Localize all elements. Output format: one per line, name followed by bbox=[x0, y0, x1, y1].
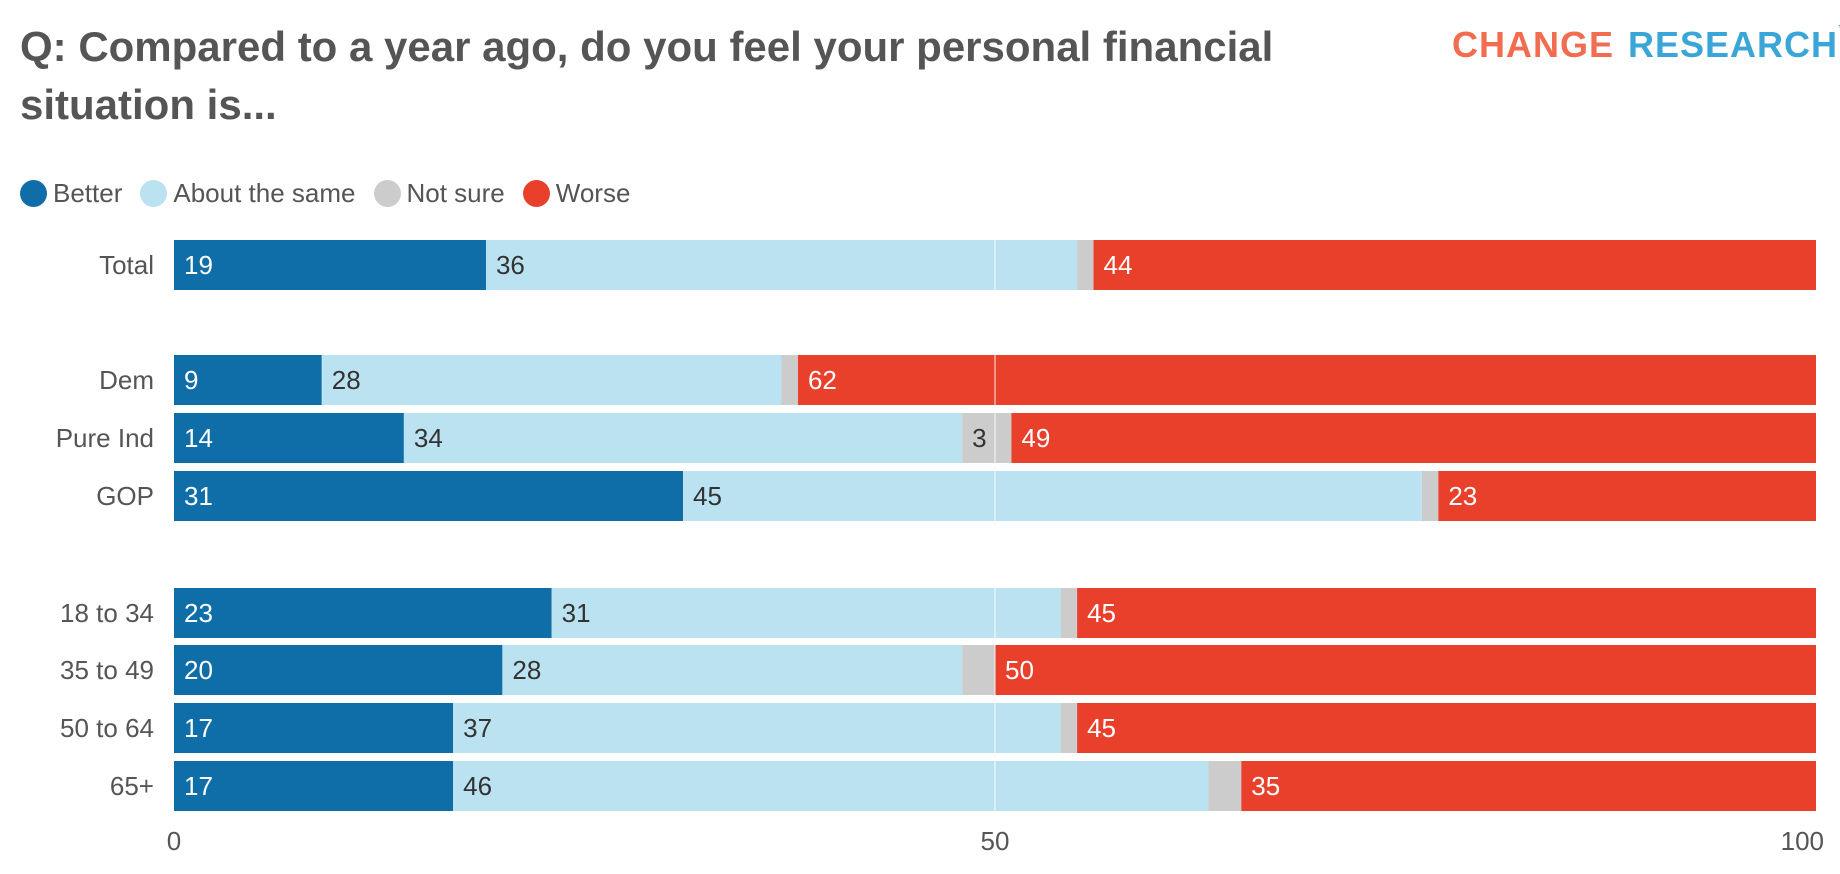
data-label: 19 bbox=[184, 250, 213, 280]
data-label: 37 bbox=[463, 713, 492, 743]
legend-item: Not sure bbox=[373, 178, 505, 209]
data-label: 31 bbox=[562, 598, 591, 628]
legend-item: About the same bbox=[140, 178, 356, 209]
data-label: 49 bbox=[1021, 423, 1050, 453]
data-label: 62 bbox=[808, 365, 837, 395]
bar-segment-not-sure bbox=[1208, 761, 1242, 811]
category-label: GOP bbox=[96, 481, 154, 511]
data-label: 14 bbox=[184, 423, 213, 453]
data-label: 28 bbox=[512, 655, 541, 685]
data-label: 44 bbox=[1104, 250, 1133, 280]
bar-segment-about-the-same bbox=[453, 761, 1209, 811]
x-tick-label: 50 bbox=[981, 826, 1010, 856]
change-research-logo: CHANGERESEARCH™ bbox=[1452, 24, 1840, 65]
bar-segment-worse bbox=[1077, 588, 1816, 638]
legend: Better About the same Not sure Worse bbox=[20, 178, 630, 209]
legend-swatch bbox=[373, 180, 401, 207]
data-label: 28 bbox=[332, 365, 361, 395]
category-label: 35 to 49 bbox=[60, 655, 154, 685]
data-label: 45 bbox=[1087, 713, 1116, 743]
bar-segment-not-sure bbox=[1060, 588, 1078, 638]
x-tick-label: 100 bbox=[1781, 826, 1824, 856]
bar-segment-about-the-same bbox=[502, 645, 963, 695]
bar-segment-worse bbox=[797, 355, 1816, 405]
bar-segment-better bbox=[174, 355, 322, 405]
bar-segment-worse bbox=[1438, 471, 1816, 521]
data-label: 45 bbox=[1087, 598, 1116, 628]
bar-segment-not-sure bbox=[781, 355, 798, 405]
bar-segment-not-sure bbox=[962, 413, 1012, 463]
data-label: 50 bbox=[1005, 655, 1034, 685]
category-label: Dem bbox=[99, 365, 154, 395]
data-label: 31 bbox=[184, 481, 213, 511]
bar-segment-worse bbox=[1241, 761, 1816, 811]
legend-swatch bbox=[522, 180, 550, 207]
category-label: 50 to 64 bbox=[60, 713, 154, 743]
legend-label: Worse bbox=[555, 178, 631, 208]
chart-title: Q: Compared to a year ago, do you feel y… bbox=[20, 23, 1274, 128]
bar-segment-about-the-same bbox=[485, 240, 1078, 290]
legend-label: Not sure bbox=[406, 178, 505, 208]
data-label: 3 bbox=[972, 423, 986, 453]
bar-segment-worse bbox=[1077, 703, 1816, 753]
bar-segment-not-sure bbox=[1060, 703, 1078, 753]
bar-segment-better bbox=[174, 703, 454, 753]
bar-segment-better bbox=[174, 240, 486, 290]
data-label: 36 bbox=[496, 250, 525, 280]
category-label: Pure Ind bbox=[56, 423, 154, 453]
category-label: Total bbox=[99, 250, 154, 280]
bar-segment-better bbox=[174, 471, 684, 521]
bar-segment-worse bbox=[1093, 240, 1816, 290]
data-label: 17 bbox=[184, 771, 213, 801]
legend-swatch bbox=[20, 180, 47, 207]
bar-segment-better bbox=[174, 413, 404, 463]
legend-item: Worse bbox=[522, 178, 631, 209]
bar-segment-better bbox=[174, 761, 454, 811]
bar-segment-about-the-same bbox=[551, 588, 1061, 638]
category-label: 65+ bbox=[110, 771, 154, 801]
legend-item: Better bbox=[20, 178, 122, 209]
bar-segment-about-the-same bbox=[321, 355, 782, 405]
bar-segment-better bbox=[174, 645, 503, 695]
data-label: 34 bbox=[414, 423, 443, 453]
data-label: 17 bbox=[184, 713, 213, 743]
bar-segment-about-the-same bbox=[683, 471, 1422, 521]
data-label: 20 bbox=[184, 655, 213, 685]
category-label: 18 to 34 bbox=[60, 598, 154, 628]
bar-segment-not-sure bbox=[962, 645, 995, 695]
legend-swatch bbox=[140, 180, 168, 207]
bar-segment-about-the-same bbox=[453, 703, 1061, 753]
data-label: 23 bbox=[184, 598, 213, 628]
data-label: 9 bbox=[184, 365, 198, 395]
legend-label: Better bbox=[53, 178, 123, 208]
bar-segment-not-sure bbox=[1077, 240, 1094, 290]
data-label: 45 bbox=[693, 481, 722, 511]
bar-segment-about-the-same bbox=[403, 413, 963, 463]
data-label: 23 bbox=[1448, 481, 1477, 511]
bar-segment-not-sure bbox=[1421, 471, 1439, 521]
x-tick-label: 0 bbox=[167, 826, 181, 856]
data-label: 46 bbox=[463, 771, 492, 801]
bar-segment-worse bbox=[1011, 413, 1816, 463]
data-label: 35 bbox=[1251, 771, 1280, 801]
bar-segment-worse bbox=[995, 645, 1816, 695]
bar-segment-better bbox=[174, 588, 552, 638]
legend-label: About the same bbox=[173, 178, 356, 208]
